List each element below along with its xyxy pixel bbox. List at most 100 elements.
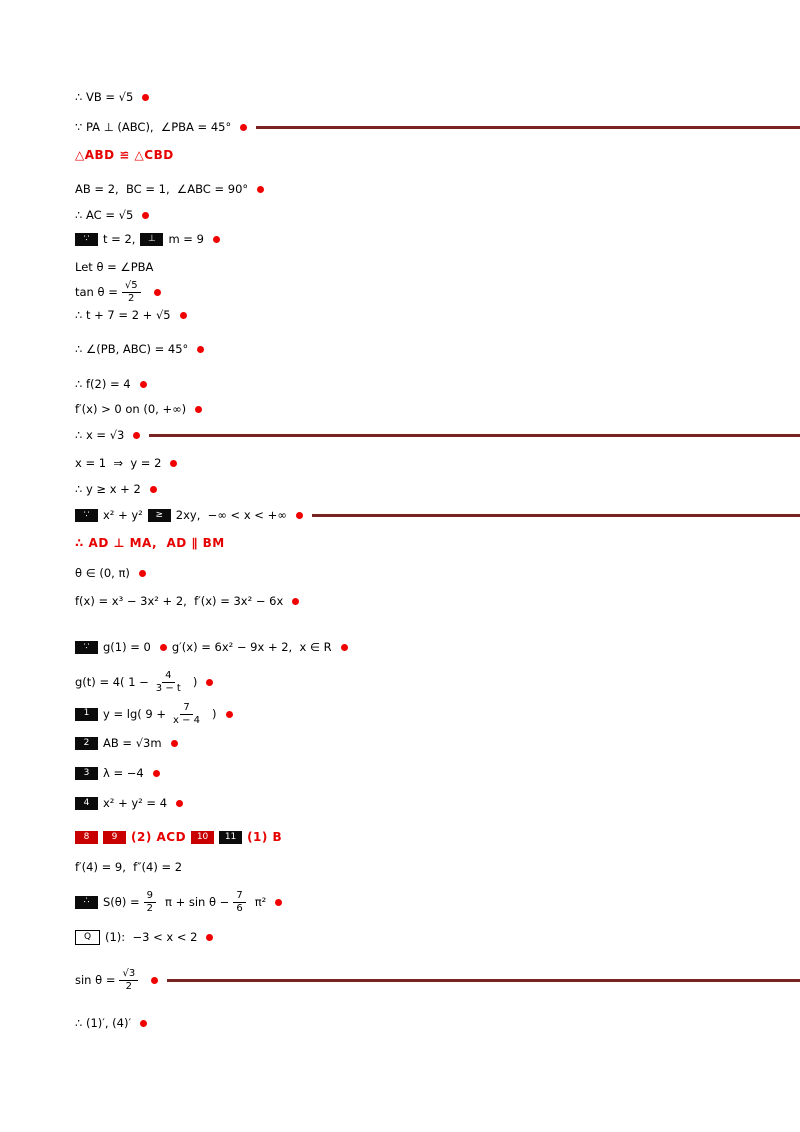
math-text: f′(4) = 9, f″(4) = 2 (75, 860, 183, 874)
red-dot-icon (225, 710, 233, 718)
math-line: Q (1): −3 < x < 2 (75, 930, 214, 945)
red-dot-icon (152, 769, 160, 777)
math-line: Let θ = ∠PBA (75, 260, 153, 275)
math-text: ∴ f(2) = 4 (75, 377, 131, 391)
red-dot-icon (197, 345, 205, 353)
red-dot-icon (153, 288, 161, 296)
math-text: g′(x) = 6x² − 9x + 2, x ∈ R (171, 640, 332, 654)
fraction-denominator: 2 (125, 980, 133, 992)
math-text: π² (254, 894, 267, 909)
math-line: ∴ AC = √5 (75, 208, 150, 223)
math-text: 2xy, −∞ < x < +∞ (175, 508, 287, 522)
math-text: AB = 2, BC = 1, ∠ABC = 90° (75, 182, 249, 196)
black-box: 4 (75, 796, 98, 810)
fraction-numerator: 9 (143, 890, 156, 903)
fraction-numerator: √5 (121, 280, 141, 293)
math-text: m = 9 (168, 232, 204, 246)
red-dot-icon (206, 678, 214, 686)
math-line: ∵ t = 2, ⊥ m = 9 (75, 232, 220, 247)
black-box: ∵ (75, 640, 98, 654)
math-text: ) (192, 674, 198, 689)
math-line: sin θ = √3 2 (75, 968, 800, 992)
math-line: ∵ g(1) = 0 g′(x) = 6x² − 9x + 2, x ∈ R (75, 640, 348, 655)
red-box: 9 (103, 831, 126, 845)
math-line: ∴ S(θ) = 9 2 π + sin θ − 7 6 π² (75, 890, 283, 914)
red-dot-icon (133, 431, 141, 439)
math-line: θ ∈ (0, π) (75, 566, 146, 581)
math-line: △ABD ≌ △CBD (75, 148, 174, 164)
red-box: 10 (191, 831, 215, 845)
math-text: S(θ) = (103, 894, 140, 909)
red-dot-icon (140, 1019, 148, 1027)
math-text: θ ∈ (0, π) (75, 566, 130, 580)
red-dot-icon (170, 739, 178, 747)
red-dot-icon (142, 211, 150, 219)
math-text: λ = −4 (103, 766, 144, 780)
red-dot-icon (176, 799, 184, 807)
fraction-numerator: 4 (162, 670, 175, 683)
fraction-numerator: 7 (180, 702, 193, 715)
math-line: ∴ AD ⊥ MA, AD ∥ BM (75, 536, 225, 552)
math-line: 8 9 (2) ACD 10 11 (1) B (75, 830, 282, 846)
math-text: g(t) = 4( 1 − (75, 674, 149, 689)
math-text: ∴ AC = √5 (75, 208, 134, 222)
math-text: AB = √3m (103, 736, 162, 750)
black-box: 3 (75, 766, 98, 780)
math-line: x = 1 ⇒ y = 2 (75, 456, 178, 471)
fraction-denominator: 6 (236, 902, 243, 914)
math-line: f′(x) > 0 on (0, +∞) (75, 402, 203, 417)
math-text: f(x) = x³ − 3x² + 2, f′(x) = 3x² − 6x (75, 594, 284, 608)
black-box: 2 (75, 736, 98, 750)
black-box: ≥ (147, 508, 171, 522)
red-heading-text: (1) B (247, 830, 283, 844)
red-dot-icon (138, 569, 146, 577)
red-box: 8 (75, 831, 98, 845)
red-dot-icon (212, 235, 220, 243)
red-dot-icon (149, 485, 157, 493)
divider-rule (256, 125, 800, 129)
math-text: ∴ t + 7 = 2 + √5 (75, 308, 171, 322)
math-line: f(x) = x³ − 3x² + 2, f′(x) = 3x² − 6x (75, 594, 300, 609)
math-text: Let θ = ∠PBA (75, 260, 154, 274)
black-box: ∵ (75, 232, 98, 246)
math-line: ∴ (1)′, (4)′ (75, 1016, 148, 1031)
outline-box: Q (75, 930, 100, 945)
red-dot-icon (170, 459, 178, 467)
math-text: x² + y² (103, 508, 143, 522)
math-line: ∵ PA ⊥ (ABC), ∠PBA = 45° (75, 120, 800, 135)
black-box: ⊥ (140, 232, 164, 246)
fraction-denominator: x − 4 (173, 714, 201, 726)
black-box: ∵ (75, 508, 98, 522)
math-text: ∴ (1)′, (4)′ (75, 1016, 132, 1030)
fraction: 7 x − 4 (170, 702, 203, 726)
red-dot-icon (139, 380, 147, 388)
black-box: ∴ (75, 895, 98, 909)
red-dot-icon (340, 643, 348, 651)
math-text: t = 2, (103, 232, 136, 246)
math-text: (1): −3 < x < 2 (105, 930, 198, 945)
math-text: ∵ PA ⊥ (ABC), ∠PBA = 45° (75, 120, 232, 134)
math-line: 3 λ = −4 (75, 766, 160, 781)
fraction-numerator: 7 (233, 890, 246, 903)
red-dot-icon (179, 311, 187, 319)
math-text: π + sin θ − (164, 894, 230, 909)
fraction-denominator: 3 − t (155, 682, 181, 694)
math-line: ∴ y ≥ x + 2 (75, 482, 157, 497)
fraction-numerator: √3 (119, 968, 139, 981)
math-text: g(1) = 0 (103, 640, 151, 654)
math-line: 2 AB = √3m (75, 736, 178, 751)
fraction: 9 2 (143, 890, 156, 914)
divider-rule (311, 513, 800, 517)
math-line: 4 x² + y² = 4 (75, 796, 184, 811)
red-dot-icon (142, 93, 150, 101)
math-text: x² + y² = 4 (103, 796, 168, 810)
red-heading-text: △ABD ≌ △CBD (75, 148, 174, 162)
red-dot-icon (240, 123, 248, 131)
divider-rule (167, 978, 800, 982)
fraction-denominator: 2 (128, 292, 135, 304)
red-dot-icon (206, 934, 214, 941)
red-heading-text: (2) ACD (131, 830, 187, 844)
math-line: ∴ f(2) = 4 (75, 377, 147, 392)
math-line: ∴ ∠(PB, ABC) = 45° (75, 342, 205, 357)
